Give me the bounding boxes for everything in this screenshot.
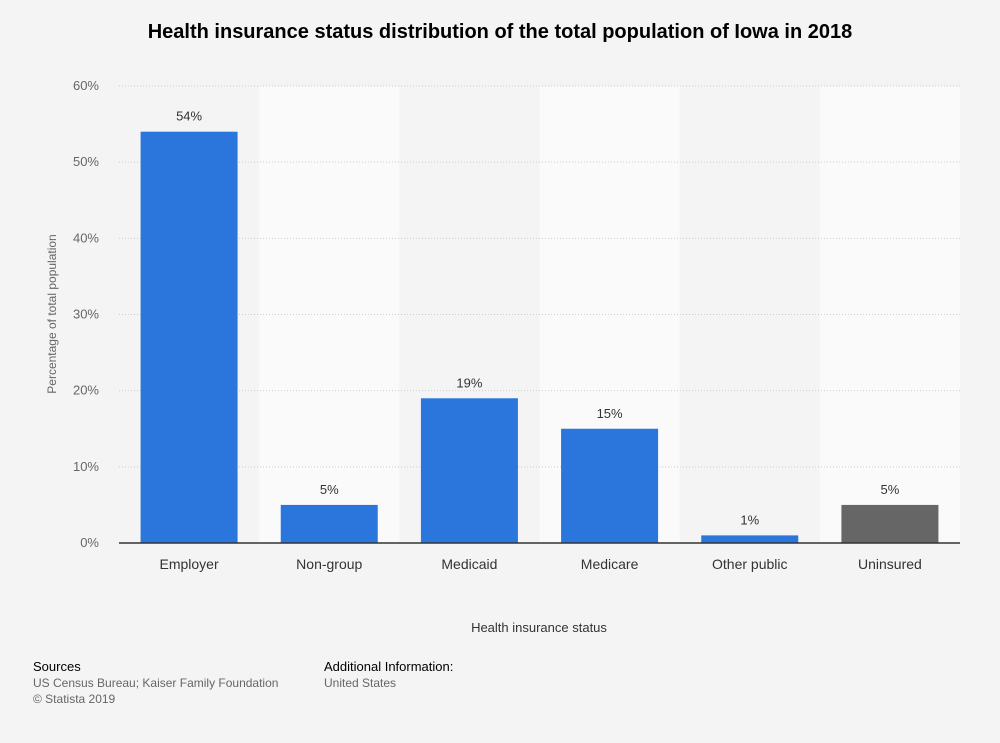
sources-block: Sources US Census Bureau; Kaiser Family … [33,658,278,707]
bar-value-label: 19% [456,375,482,390]
chart-title: Health insurance status distribution of … [147,21,853,43]
x-tick-label: Medicaid [441,556,497,572]
bar-value-label: 5% [320,482,339,497]
x-axis-ticks: Employer Non-group Medicaid Medicare Other p… [160,556,922,572]
bar [701,535,799,543]
bar-value-label: 54% [176,109,202,124]
x-tick-label: Other public [712,556,787,572]
bar [841,504,939,543]
bar-value-label: 5% [881,482,900,497]
y-tick-label: 60% [73,78,99,93]
bar-value-label: 15% [597,406,623,421]
x-tick-label: Non-group [296,556,362,572]
y-tick-label: 10% [73,459,99,474]
bar [420,398,518,543]
bar [561,428,659,543]
bar [140,131,238,543]
y-tick-label: 20% [73,383,99,398]
y-tick-label: 0% [80,535,99,550]
y-axis-title: Percentage of total population [45,234,59,393]
y-tick-label: 30% [73,307,99,322]
bar [280,504,378,543]
additional-info-heading: Additional Information: [324,659,454,674]
y-tick-label: 50% [73,154,99,169]
sources-text: US Census Bureau; Kaiser Family Foundati… [33,676,279,690]
y-tick-label: 40% [73,230,99,245]
x-tick-label: Medicare [581,556,639,572]
bar-chart: 54% 5% 19% 15% 1% 5% 0% 10% 20% 30% 40% 50% 60% Emp… [45,78,960,635]
additional-info-text: United States [324,676,397,690]
copyright-text: © Statista 2019 [33,692,116,706]
category-band [819,86,960,543]
sources-heading: Sources [33,659,81,674]
x-axis-title: Health insurance status [471,620,607,635]
x-tick-label: Uninsured [858,556,922,572]
x-tick-label: Employer [160,556,219,572]
y-axis-ticks: 0% 10% 20% 30% 40% 50% 60% [73,78,99,550]
additional-info-block: Additional Information: United States [324,658,453,691]
bar-value-label: 1% [740,512,759,527]
bar-value-labels: 54% 5% 19% 15% 1% 5% [176,109,900,528]
gridlines [119,85,960,468]
bars [140,131,939,543]
